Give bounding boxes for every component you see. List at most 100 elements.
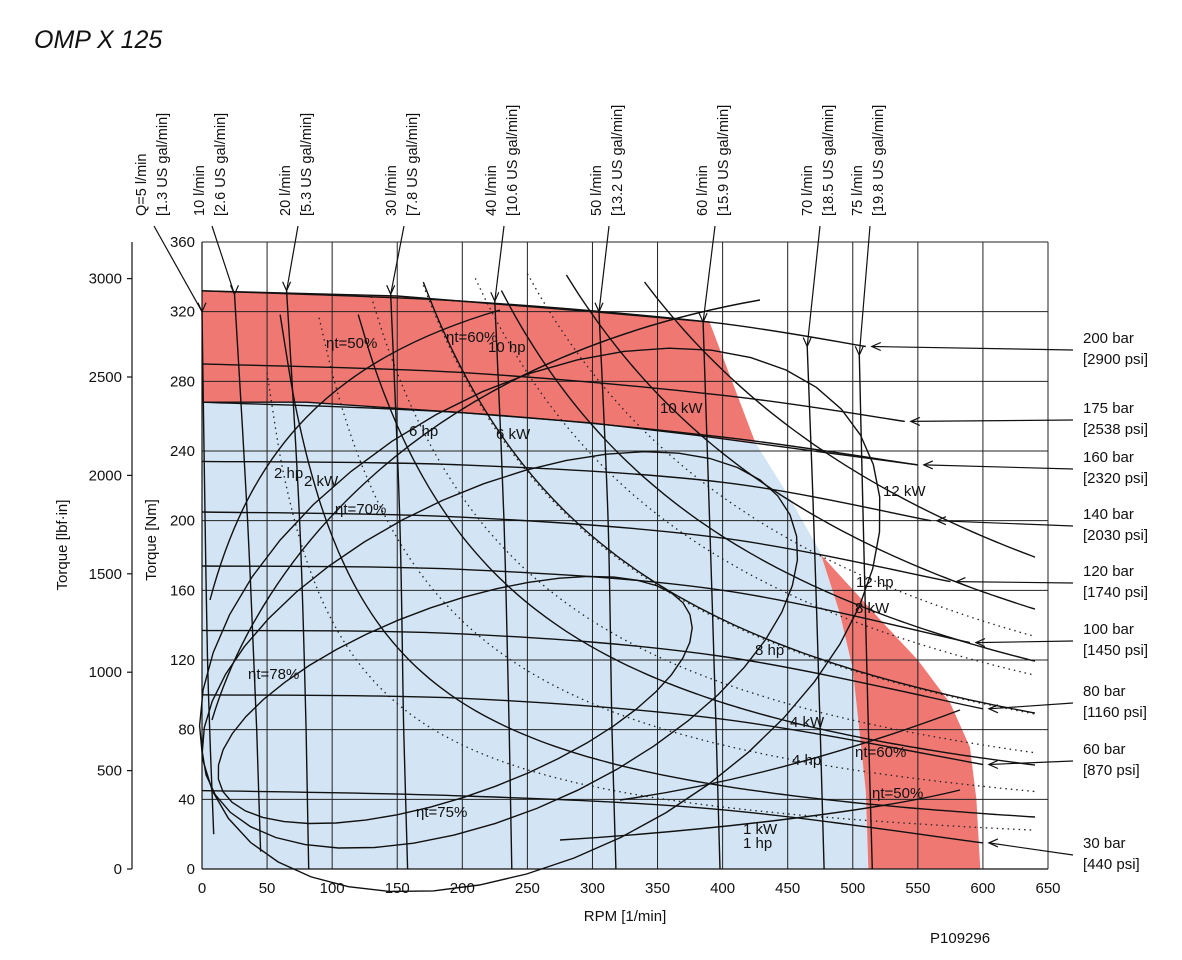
x-tick-label: 100 [320,880,345,897]
flow-label-secondary: [5.3 US gal/min] [299,113,315,216]
pressure-label-primary: 175 bar [1083,400,1134,417]
flow-leader-arrow [386,285,396,296]
efficiency-label: ηt=60% [855,744,906,761]
flow-line [285,290,310,870]
efficiency-curve-60-right [619,709,961,801]
y-secondary-tick-label: 1500 [89,566,122,583]
flow-label-primary: 50 l/min [589,165,605,216]
pressure-line [201,789,983,844]
power-hp-label: 2 hp [274,465,303,482]
y-tick-label: 80 [178,722,195,739]
flow-label-secondary: [18.5 US gal/min] [821,105,837,216]
pressure-line [201,511,951,583]
pressure-leader-arrow [954,577,966,587]
pressure-label-secondary: [1450 psi] [1083,642,1148,659]
flow-leader-arrow [854,345,864,357]
flow-leader [286,225,299,291]
flow-leader [494,225,505,302]
flow-leader-arrow [594,302,604,314]
pressure-leader [988,842,1074,856]
pressure-label-primary: 140 bar [1083,506,1134,523]
chart-title: OMP X 125 [34,26,162,54]
power-hp-label: 6 hp [409,423,438,440]
flow-leader-arrow [229,285,240,296]
flow-line [233,294,262,852]
flow-line [598,311,617,870]
y-secondary-tick-label: 3000 [89,271,122,288]
annotation-1kw: 1 kW [743,821,778,838]
y-tick-label: 0 [187,861,195,878]
x-axis-title: RPM [1/min] [584,908,667,925]
pressure-line [201,460,932,522]
power-kw-curve [500,290,1036,662]
x-tick-label: 250 [515,880,540,897]
y-tick-label: 320 [170,304,195,321]
y-secondary-tick-label: 2500 [89,369,122,386]
efficiency-label: ηt=75% [416,804,467,821]
y-secondary-tick-label: 500 [97,763,122,780]
x-tick-label: 0 [198,880,206,897]
flow-label-primary: 20 l/min [278,165,294,216]
flow-label-primary: 60 l/min [695,165,711,216]
pressure-leader-arrow [935,516,947,526]
pressure-label-primary: 120 bar [1083,563,1134,580]
pressure-leader [975,640,1074,644]
x-tick-label: 150 [385,880,410,897]
flow-leader [858,225,871,356]
y-secondary-tick-label: 0 [114,861,122,878]
pressure-label-secondary: [870 psi] [1083,762,1140,779]
flow-leader [806,225,821,347]
power-kw-label: 8 kW [855,600,890,617]
flow-leader-arrow [802,337,812,348]
label-leaders [153,225,1074,856]
y-tick-label: 40 [178,791,195,808]
flow-line [858,355,873,870]
power-kw-label: 4 kW [790,714,825,731]
power-kw-curve [357,314,1036,766]
power-kw-curve [279,314,1036,818]
y-tick-label: 200 [170,513,195,530]
pressure-leader [988,760,1074,766]
flow-lines [201,290,873,870]
flow-leader [598,225,610,312]
flow-line [806,346,825,870]
y-tick-label: 120 [170,652,195,669]
axes: 0 50 100 150 200 250 300 350 400 450 500 550 600 6500… [54,234,1061,925]
flow-leader [702,225,716,323]
pressure-leader-arrow [987,704,999,714]
efficiency-curve-50-right [559,789,961,841]
pressure-label-secondary: [2320 psi] [1083,470,1148,487]
pressure-leader [956,581,1074,584]
pressure-leader-arrow [870,341,882,352]
pressure-label-primary: 30 bar [1083,835,1126,852]
pressure-line [201,363,905,423]
power-kw-label: 10 kW [660,400,703,417]
flow-label-secondary: [1.3 US gal/min] [155,113,171,216]
pressure-leader [871,345,1074,351]
y-tick-label: 360 [170,234,195,251]
pressure-label-secondary: [1740 psi] [1083,584,1148,601]
x-tick-label: 650 [1035,880,1060,897]
efficiency-label: ηt=60% [446,329,497,346]
power-kw-label: 6 kW [496,426,531,443]
efficiency-curves [198,299,961,893]
flow-label-secondary: [10.6 US gal/min] [505,105,521,216]
continuous-zone [202,402,869,869]
flow-line [702,322,721,870]
efficiency-label: ηt=50% [326,335,377,352]
power-hp-label: 8 hp [755,642,784,659]
flow-leader-arrow [282,281,292,293]
pressure-label-secondary: [440 psi] [1083,856,1140,873]
pressure-leader-arrow [974,638,986,648]
power-hp-label: 4 hp [792,752,821,769]
efficiency-label: ηt=78% [248,666,299,683]
pressure-leader-arrow [987,838,999,848]
y-axis-secondary-title: Torque [lbf·in] [54,500,71,591]
power-kw-label: 2 kW [304,473,339,490]
pressure-leader [910,419,1074,422]
flow-label-secondary: [15.9 US gal/min] [716,105,732,216]
pressure-label-secondary: [2030 psi] [1083,527,1148,544]
efficiency-curve-50-left [209,309,501,601]
x-tick-label: 600 [970,880,995,897]
flow-label-primary: 10 l/min [192,165,208,216]
